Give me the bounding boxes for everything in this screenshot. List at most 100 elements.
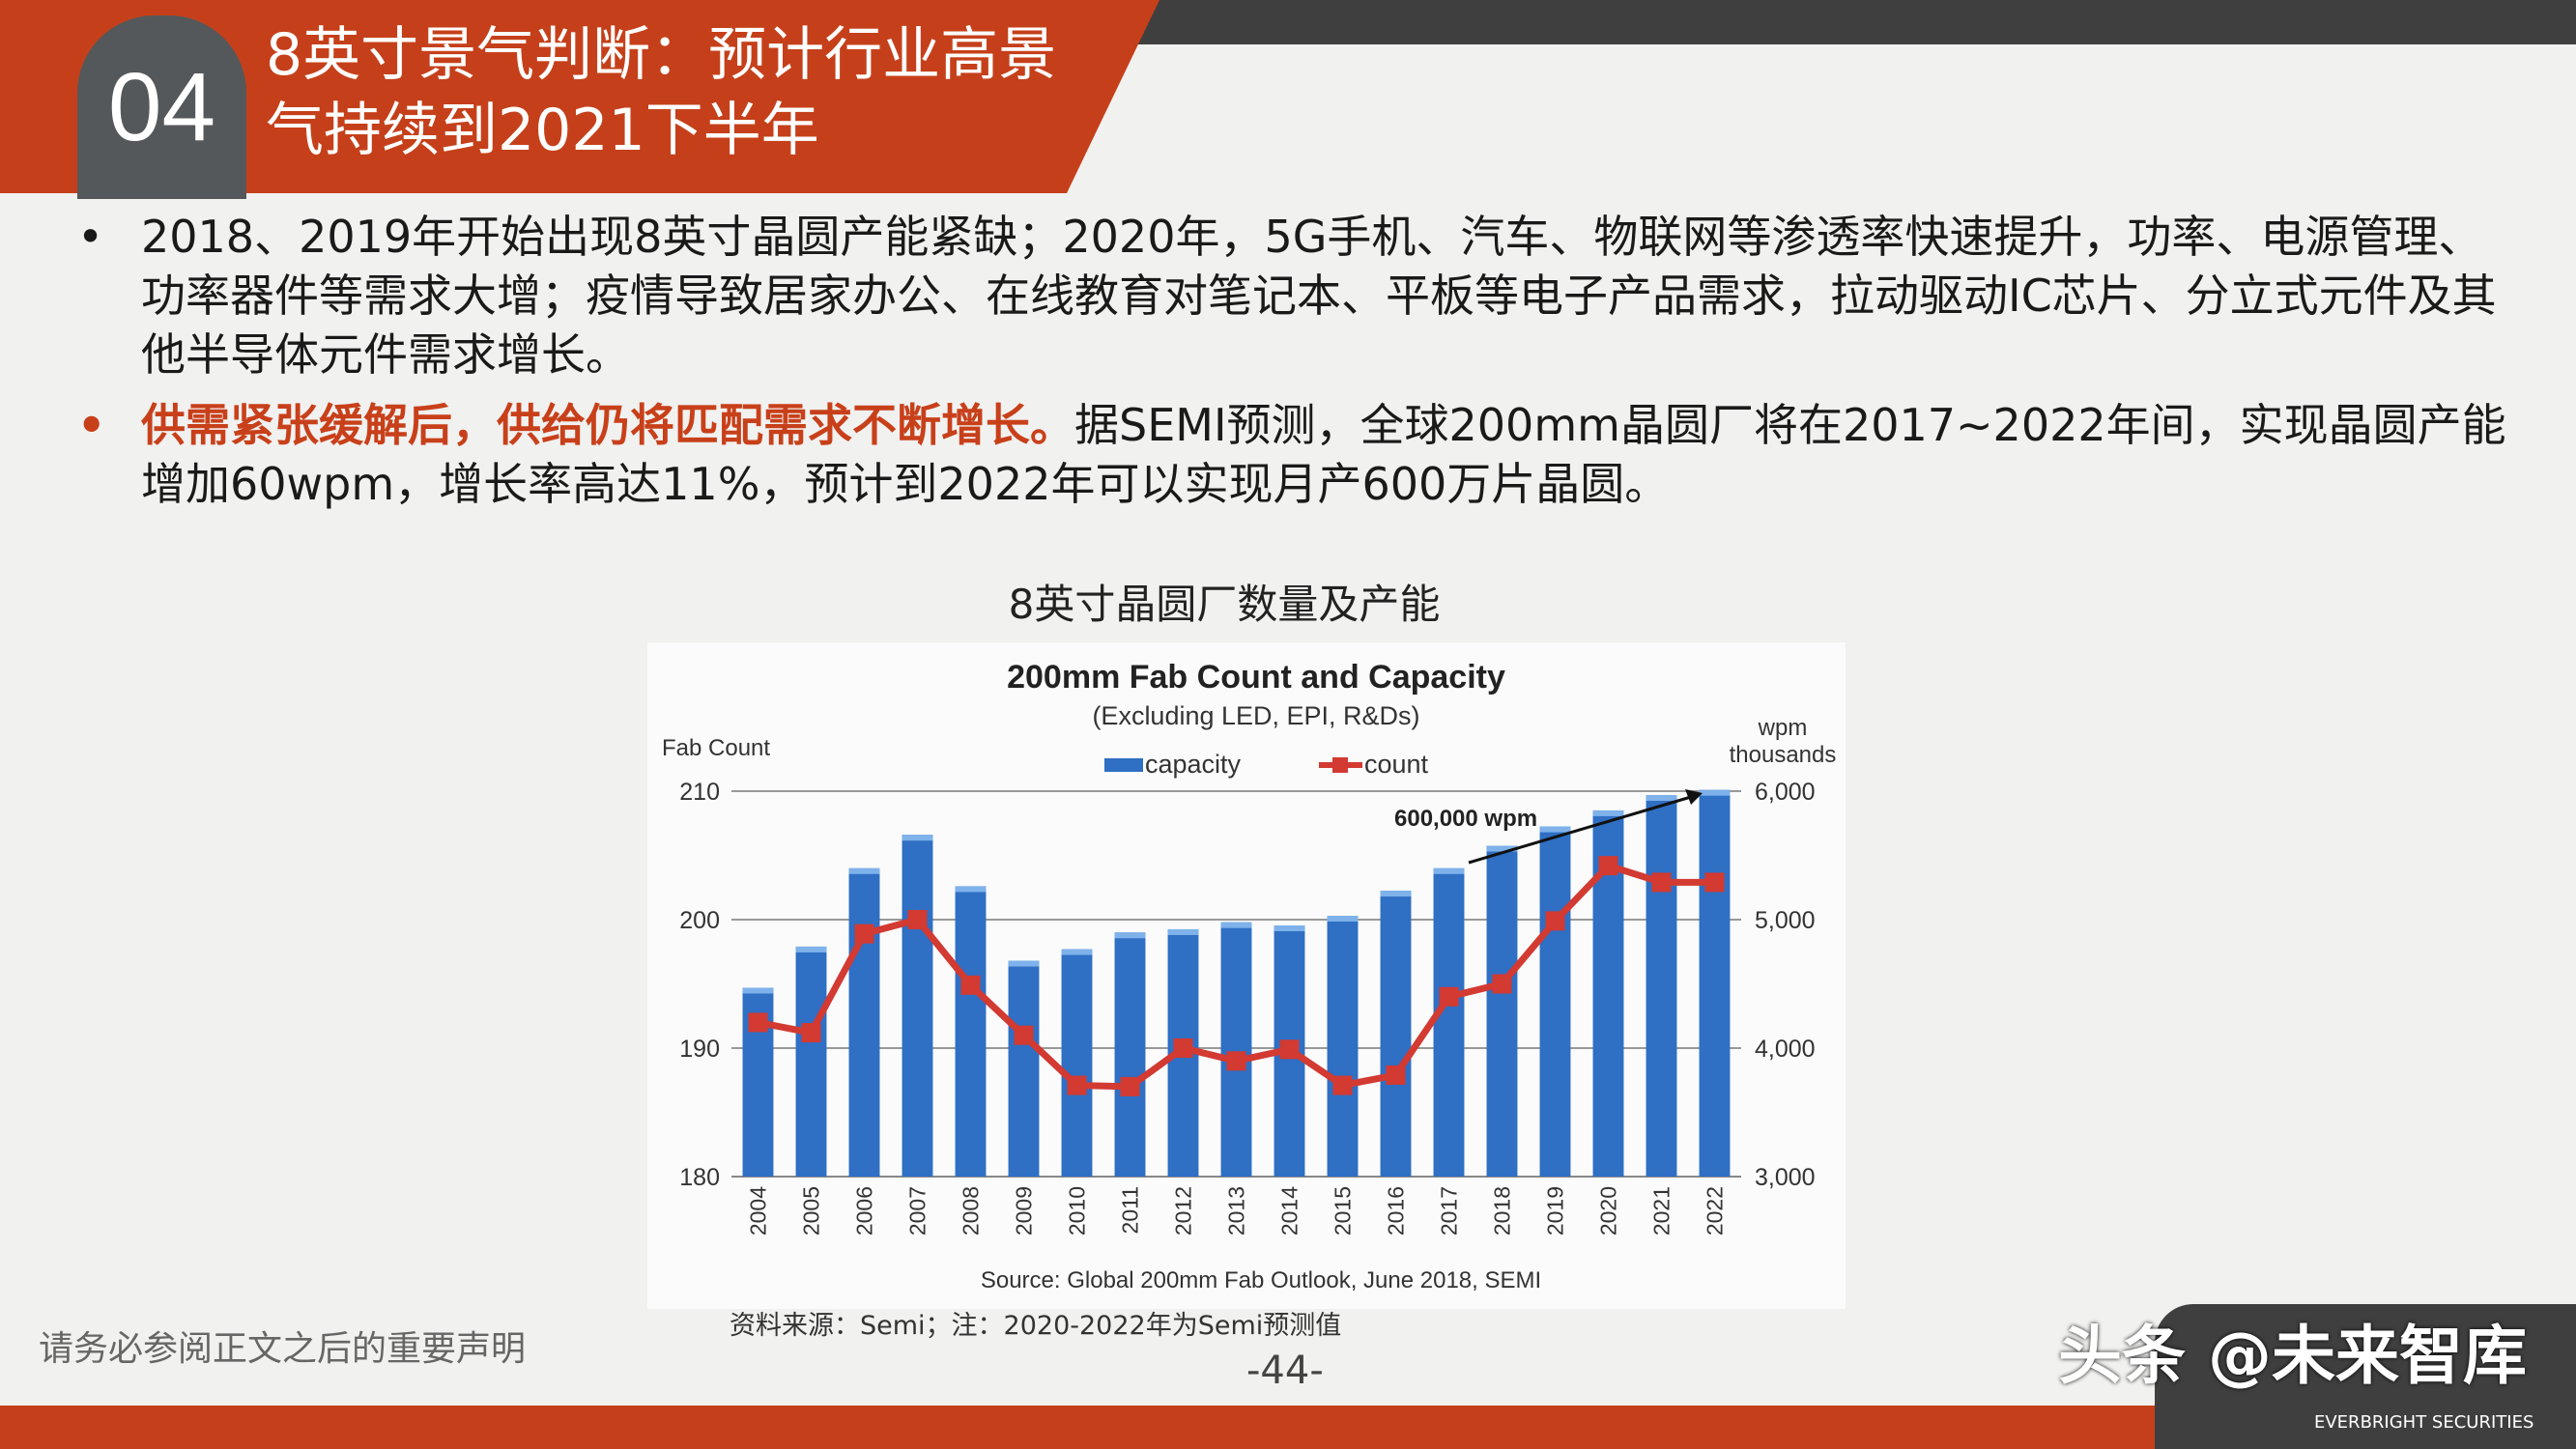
top-strip [1111,0,2576,44]
bullet-text: 2018、2019年开始出现8英寸晶圆产能紧缺；2020年，5G手机、汽车、物联… [141,211,2497,381]
chart-source: Source: Global 200mm Fab Outlook, June 2… [981,1267,1541,1293]
x-tick-label: 2011 [1118,1186,1143,1234]
bullet-marker: • [77,399,106,451]
count-marker [1279,1039,1300,1060]
bar-highlight [1646,794,1677,801]
count-marker [1120,1076,1140,1096]
capacity-bar [1433,867,1465,1177]
count-marker [1598,856,1618,876]
bar-highlight [1114,932,1146,939]
bar-highlight [1433,867,1465,874]
bar-highlight [795,946,827,952]
bar-highlight [1699,789,1731,796]
watermark: 头条 @未来智库 [2058,1319,2527,1393]
capacity-bar [1008,960,1040,1177]
x-tick-label: 2014 [1277,1186,1302,1236]
bar-highlight [902,835,933,841]
count-marker [1226,1051,1246,1071]
count-marker [801,1023,821,1043]
left-tick-label: 180 [679,1164,720,1191]
x-tick-label: 2021 [1649,1186,1674,1236]
bullet-marker: • [77,211,104,263]
source-note: 资料来源：Semi；注：2020-2022年为Semi预测值 [730,1311,1342,1341]
count-marker [1545,911,1565,931]
bar-highlight [1539,826,1571,833]
count-marker [1014,1025,1034,1045]
count-marker [1492,974,1512,994]
right-tick-label: 4,000 [1755,1036,1816,1063]
bar-highlight [1380,891,1412,897]
capacity-bar [1114,932,1146,1177]
bottom-band [0,1406,2576,1449]
right-tick-label: 6,000 [1755,779,1816,806]
x-tick-label: 2005 [799,1186,824,1236]
capacity-bar [955,886,987,1177]
right-axis-label-1: wpm [1758,715,1808,741]
capacity-bar [795,946,827,1177]
left-tick-label: 200 [679,907,720,934]
count-marker [907,910,928,929]
bar-highlight [1220,922,1252,928]
bar-highlight [1167,928,1199,935]
capacity-bar [1699,789,1731,1177]
bullet-1: • 2018、2019年开始出现8英寸晶圆产能紧缺；2020年，5G手机、汽车、… [77,208,2512,384]
left-tick-label: 210 [679,779,720,806]
capacity-bar [1539,826,1571,1177]
left-axis-label: Fab Count [662,735,770,761]
count-marker [1067,1075,1087,1095]
bar-highlight [1008,960,1040,967]
disclaimer: 请务必参阅正文之后的重要声明 [39,1329,527,1369]
bar-highlight [742,987,774,994]
chart-subtitle: (Excluding LED, EPI, R&Ds) [1092,701,1419,730]
chart-title: 200mm Fab Count and Capacity [1007,659,1505,696]
capacity-bar [1220,922,1252,1177]
legend-count: count [1364,750,1429,779]
x-tick-label: 2020 [1596,1186,1621,1236]
count-marker [960,975,981,995]
x-tick-label: 2022 [1703,1186,1728,1236]
count-marker [1173,1038,1193,1058]
x-tick-label: 2010 [1065,1186,1090,1236]
trend-arrowhead [1685,789,1703,805]
x-tick-label: 2015 [1331,1186,1356,1236]
right-axis-label-2: thousands [1730,742,1837,768]
count-marker [1439,986,1459,1007]
bar-highlight [848,867,880,874]
chart-caption: 8英寸晶圆厂数量及产能 [1008,581,1441,628]
bar-highlight [1274,924,1305,931]
capacity-bar [848,867,880,1177]
bar-highlight [955,886,987,893]
count-marker [1651,872,1672,893]
bullet-2: • 供需紧张缓解后，供给仍将匹配需求不断增长。据SEMI预测，全球200mm晶圆… [77,396,2512,514]
capacity-bar [1486,845,1518,1177]
legend-capacity-swatch [1104,758,1143,772]
x-tick-label: 2013 [1224,1186,1249,1236]
x-tick-label: 2019 [1543,1186,1568,1236]
x-tick-label: 2004 [746,1186,771,1236]
page-title: 8英寸景气判断：预计行业高景 气持续到2021下半年 [266,17,1155,168]
x-tick-label: 2006 [852,1186,877,1236]
capacity-bar [1646,794,1677,1177]
count-marker [854,923,874,944]
left-tick-label: 190 [679,1036,720,1063]
chart-svg: 200mm Fab Count and Capacity (Excluding … [662,659,1837,1293]
capacity-bar [902,835,933,1177]
legend-count-marker [1332,757,1348,773]
title-line-2: 气持续到2021下半年 [266,97,819,164]
trend-arrow [1468,795,1692,865]
capacity-bar [1061,949,1093,1177]
count-marker [1386,1065,1406,1085]
right-tick-label: 3,000 [1755,1164,1816,1191]
bullet-text: 据SEMI预测，全球200mm晶圆厂将在2017~2022年间，实现晶圆产能增加… [141,399,2506,510]
x-tick-label: 2018 [1490,1186,1515,1236]
right-tick-label: 5,000 [1755,907,1816,934]
x-tick-label: 2008 [959,1186,984,1236]
bar-highlight [1486,845,1518,852]
section-number: 04 [77,15,246,199]
x-tick-label: 2017 [1437,1186,1462,1236]
logo-box [2155,1304,2576,1449]
bar-highlight [1327,916,1359,923]
bar-highlight [1061,949,1093,955]
bar-highlight [1592,810,1624,816]
annotation-600k: 600,000 wpm [1394,806,1537,832]
